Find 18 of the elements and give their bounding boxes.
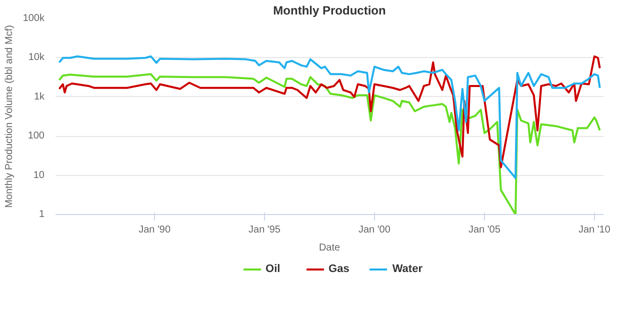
x-tick-label: Jan '10 [578, 224, 611, 236]
x-axis-title: Date [318, 242, 340, 254]
y-tick-label: 1k [34, 91, 46, 102]
chart-title: Monthly Production [273, 4, 386, 18]
line-series [58, 73, 601, 214]
legend-label: Gas [328, 263, 350, 275]
x-tick-label: Jan '00 [358, 224, 391, 236]
y-tick-label: 100 [28, 130, 45, 142]
x-tick-label: Jan '95 [248, 224, 281, 236]
x-tick-label: Jan '05 [468, 224, 501, 236]
y-tick-label: 10k [28, 52, 46, 64]
x-tick-label: Jan '90 [138, 224, 171, 236]
y-tick-label: 100k [22, 13, 46, 24]
y-axis-title: Monthly Production Volume (bbl and Mcf) [4, 25, 15, 208]
y-tick-label: 10 [33, 170, 45, 181]
y-tick-label: 1 [38, 209, 45, 220]
legend-label: Water [392, 263, 422, 275]
legend-label: Oil [266, 263, 282, 275]
